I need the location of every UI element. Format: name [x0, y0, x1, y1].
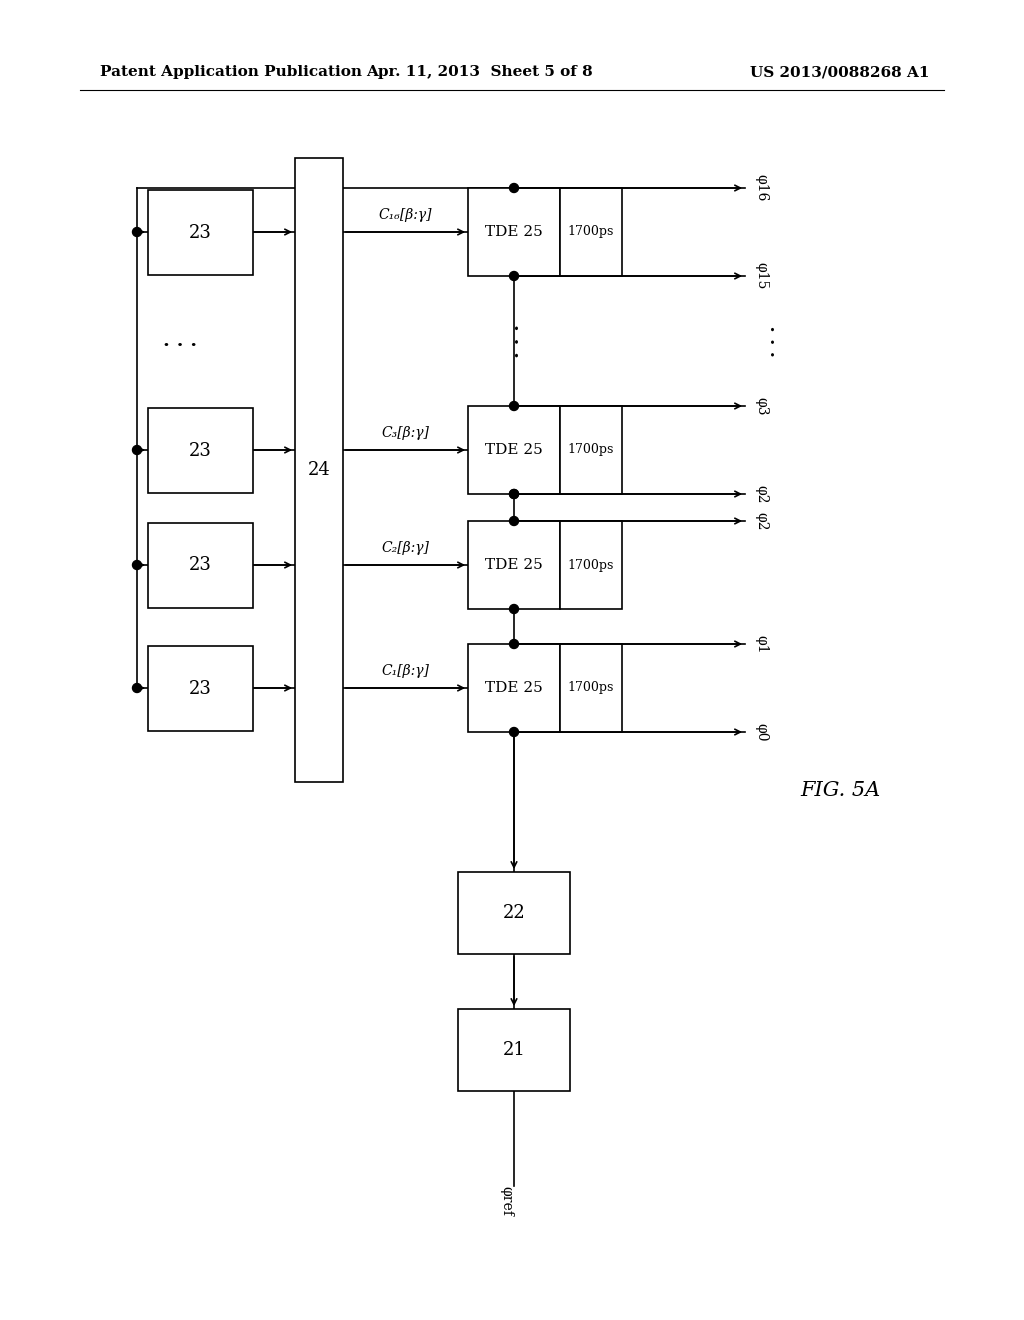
Text: 23: 23: [189, 680, 212, 697]
Text: C₁[β:γ]: C₁[β:γ]: [381, 664, 429, 678]
Text: 1700ps: 1700ps: [568, 681, 614, 694]
Text: C₃[β:γ]: C₃[β:γ]: [381, 426, 429, 440]
Text: 24: 24: [307, 461, 331, 479]
Text: TDE 25: TDE 25: [485, 444, 543, 457]
Text: φ2: φ2: [754, 484, 768, 503]
Circle shape: [510, 516, 518, 525]
Circle shape: [132, 684, 141, 693]
Text: 23: 23: [189, 223, 212, 242]
Circle shape: [510, 605, 518, 614]
Circle shape: [510, 183, 518, 193]
Text: 23: 23: [189, 557, 212, 574]
Text: Apr. 11, 2013  Sheet 5 of 8: Apr. 11, 2013 Sheet 5 of 8: [367, 65, 593, 79]
Text: US 2013/0088268 A1: US 2013/0088268 A1: [751, 65, 930, 79]
Text: Patent Application Publication: Patent Application Publication: [100, 65, 362, 79]
Bar: [560, 644, 622, 733]
Text: 1700ps: 1700ps: [568, 558, 614, 572]
Text: 22: 22: [503, 904, 525, 921]
Text: φ1: φ1: [754, 635, 768, 653]
Text: C₂[β:γ]: C₂[β:γ]: [381, 541, 429, 554]
Bar: [458, 873, 570, 954]
Circle shape: [132, 227, 141, 236]
Circle shape: [510, 272, 518, 281]
Text: 23: 23: [189, 441, 212, 459]
Bar: [468, 187, 560, 276]
Circle shape: [510, 639, 518, 648]
Text: TDE 25: TDE 25: [485, 558, 543, 572]
Text: . . .: . . .: [163, 333, 197, 350]
Text: . . .: . . .: [505, 323, 523, 358]
Circle shape: [510, 490, 518, 499]
Bar: [560, 521, 622, 609]
Circle shape: [510, 727, 518, 737]
Circle shape: [132, 561, 141, 569]
Text: φref: φref: [499, 1187, 513, 1216]
Bar: [560, 187, 622, 276]
Circle shape: [510, 401, 518, 411]
Text: 21: 21: [503, 1041, 525, 1059]
Text: φ16: φ16: [754, 174, 768, 202]
Circle shape: [132, 446, 141, 454]
Bar: [148, 190, 253, 275]
Bar: [295, 158, 343, 781]
Text: C₁₆[β:γ]: C₁₆[β:γ]: [378, 209, 432, 222]
Text: FIG. 5A: FIG. 5A: [800, 780, 881, 800]
Bar: [148, 645, 253, 731]
Text: 1700ps: 1700ps: [568, 444, 614, 457]
Text: TDE 25: TDE 25: [485, 681, 543, 696]
Bar: [468, 521, 560, 609]
Bar: [458, 1008, 570, 1092]
Bar: [468, 407, 560, 494]
Bar: [560, 407, 622, 494]
Text: . . .: . . .: [761, 325, 779, 356]
Text: φ2: φ2: [754, 512, 768, 531]
Circle shape: [510, 490, 518, 499]
Bar: [148, 523, 253, 609]
Text: φ15: φ15: [754, 263, 768, 289]
Text: 1700ps: 1700ps: [568, 226, 614, 239]
Text: φ0: φ0: [754, 723, 768, 742]
Bar: [468, 644, 560, 733]
Bar: [148, 408, 253, 492]
Text: φ3: φ3: [754, 397, 768, 416]
Text: TDE 25: TDE 25: [485, 224, 543, 239]
